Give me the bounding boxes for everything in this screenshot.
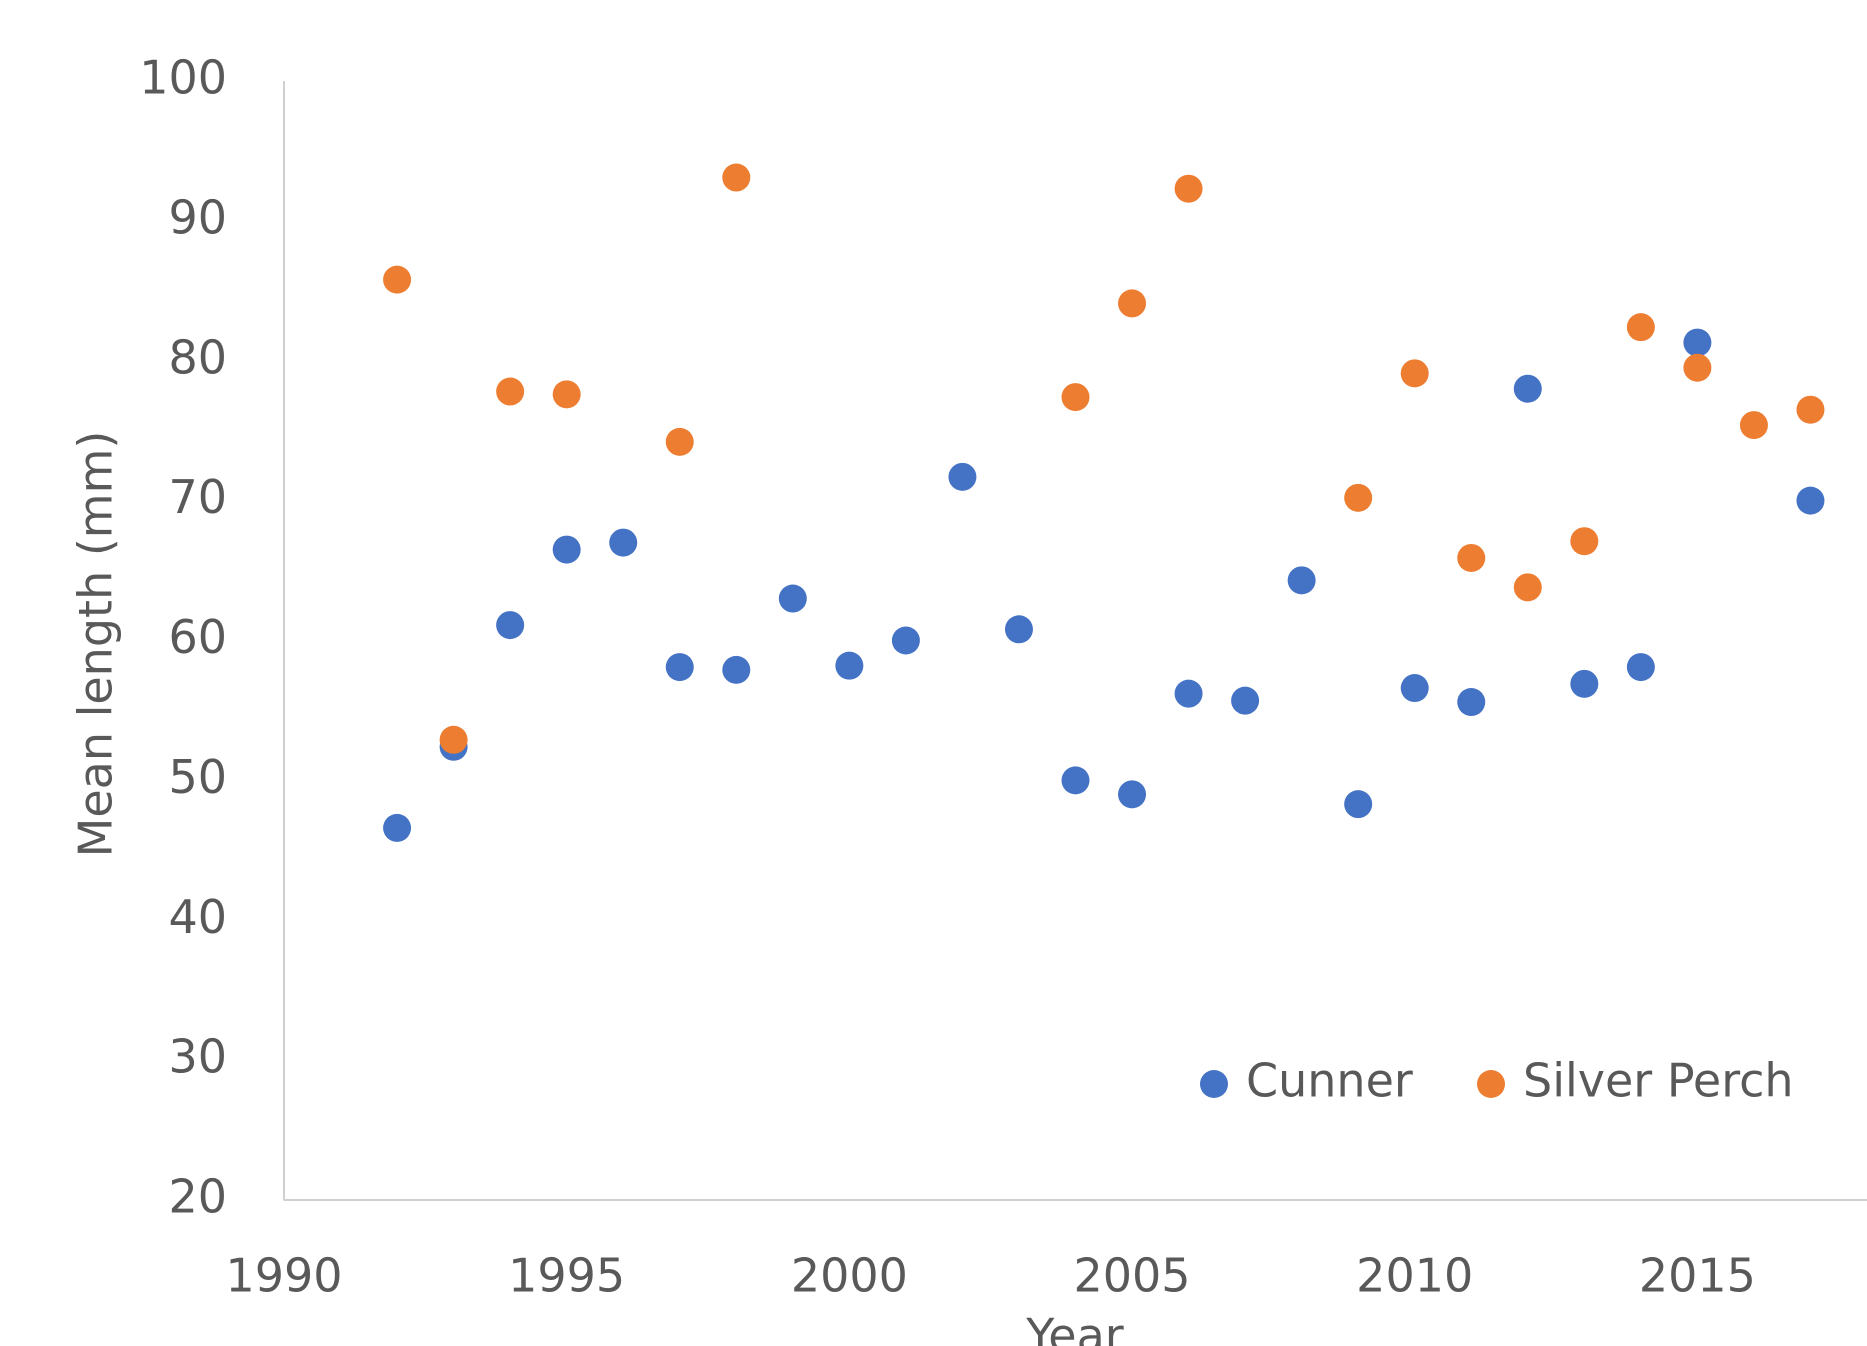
point — [835, 651, 864, 680]
y-tick-label: 40 — [168, 890, 227, 944]
point — [496, 611, 525, 640]
point — [1739, 411, 1768, 440]
point — [1344, 483, 1373, 512]
point — [1400, 674, 1429, 703]
point — [1457, 543, 1486, 572]
point — [1061, 766, 1090, 795]
point — [1231, 686, 1260, 715]
point — [1004, 615, 1033, 644]
point — [1683, 353, 1712, 382]
point — [1796, 486, 1825, 515]
point — [1626, 313, 1655, 342]
point — [1344, 790, 1373, 819]
point — [722, 163, 751, 192]
y-tick-label: 100 — [139, 51, 227, 105]
point — [1118, 780, 1147, 809]
point — [722, 655, 751, 684]
point — [891, 626, 920, 655]
legend-label: Cunner — [1246, 1054, 1413, 1108]
y-tick-label: 90 — [168, 190, 227, 244]
point — [1287, 566, 1316, 595]
point — [439, 725, 468, 754]
y-tick-label: 50 — [168, 750, 227, 804]
point — [383, 265, 412, 294]
point — [1626, 653, 1655, 682]
y-tick-label: 20 — [168, 1170, 227, 1224]
point — [1118, 289, 1147, 318]
y-tick-label: 70 — [168, 470, 227, 524]
y-tick-label: 60 — [168, 610, 227, 664]
point — [496, 377, 525, 406]
point — [665, 653, 694, 682]
x-tick-label: 2015 — [1639, 1249, 1756, 1303]
point — [1400, 359, 1429, 388]
point — [665, 427, 694, 456]
point — [1513, 573, 1542, 602]
point — [1513, 374, 1542, 403]
legend-marker — [1477, 1070, 1505, 1098]
x-tick-label: 2010 — [1356, 1249, 1473, 1303]
legend-marker — [1200, 1070, 1228, 1098]
point — [609, 528, 638, 557]
x-tick-label: 1990 — [225, 1249, 342, 1303]
point — [1683, 328, 1712, 357]
x-tick-label: 2005 — [1073, 1249, 1190, 1303]
x-axis-label: Year — [1025, 1309, 1123, 1346]
legend-label: Silver Perch — [1523, 1054, 1794, 1108]
y-tick-label: 80 — [168, 330, 227, 384]
point — [1457, 688, 1486, 717]
x-tick-label: 2000 — [791, 1249, 908, 1303]
point — [1796, 395, 1825, 424]
point — [383, 813, 412, 842]
point — [1174, 679, 1203, 708]
point — [1570, 669, 1599, 698]
point — [552, 535, 581, 564]
y-axis-label: Mean length (mm) — [69, 431, 123, 858]
point — [1061, 383, 1090, 412]
point — [948, 462, 977, 491]
point — [1174, 174, 1203, 203]
point — [778, 584, 807, 613]
x-tick-label: 1995 — [508, 1249, 625, 1303]
y-tick-label: 30 — [168, 1030, 227, 1084]
point — [1570, 527, 1599, 556]
point — [552, 380, 581, 409]
